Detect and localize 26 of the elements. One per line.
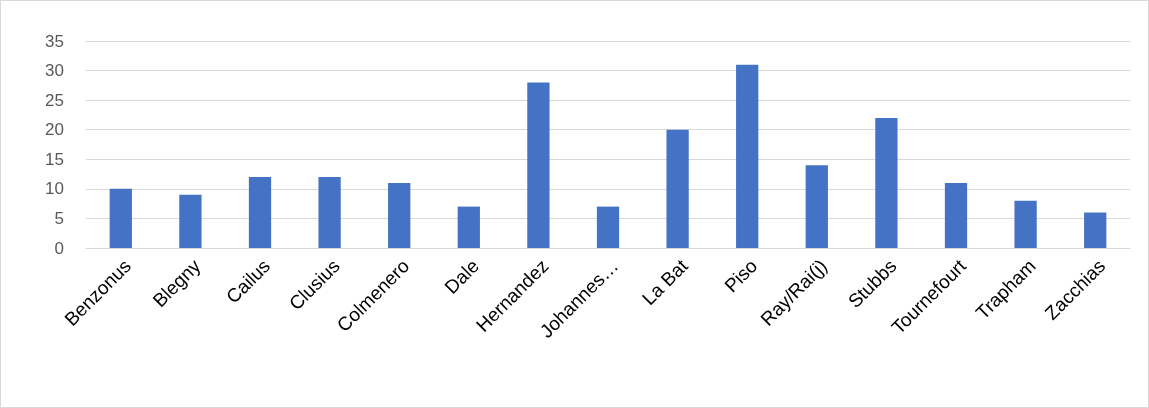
bar [179, 194, 202, 248]
bar [736, 64, 759, 248]
y-tick-label: 15 [45, 149, 64, 169]
bar [596, 206, 620, 248]
y-tick-label: 10 [45, 179, 64, 199]
y-tick-label: 30 [45, 61, 64, 81]
bar [109, 188, 132, 248]
bar [1014, 200, 1037, 248]
bar [805, 165, 828, 248]
y-tick-label: 5 [54, 208, 64, 228]
y-tick-label: 0 [54, 238, 64, 258]
y-tick-label: 25 [45, 90, 64, 110]
x-tick-label: Dale [440, 255, 483, 298]
bar [875, 117, 898, 248]
bar [248, 177, 272, 248]
y-tick-label: 20 [45, 120, 64, 140]
bar [527, 82, 550, 248]
x-tick-label: Piso [720, 255, 762, 297]
bar [318, 177, 341, 248]
y-tick-label: 35 [45, 31, 64, 51]
bar [944, 182, 968, 248]
bar [1084, 212, 1107, 248]
x-tick-label: La Bat [638, 254, 693, 309]
bar [388, 182, 411, 248]
bar [457, 206, 480, 248]
bar [666, 129, 689, 248]
